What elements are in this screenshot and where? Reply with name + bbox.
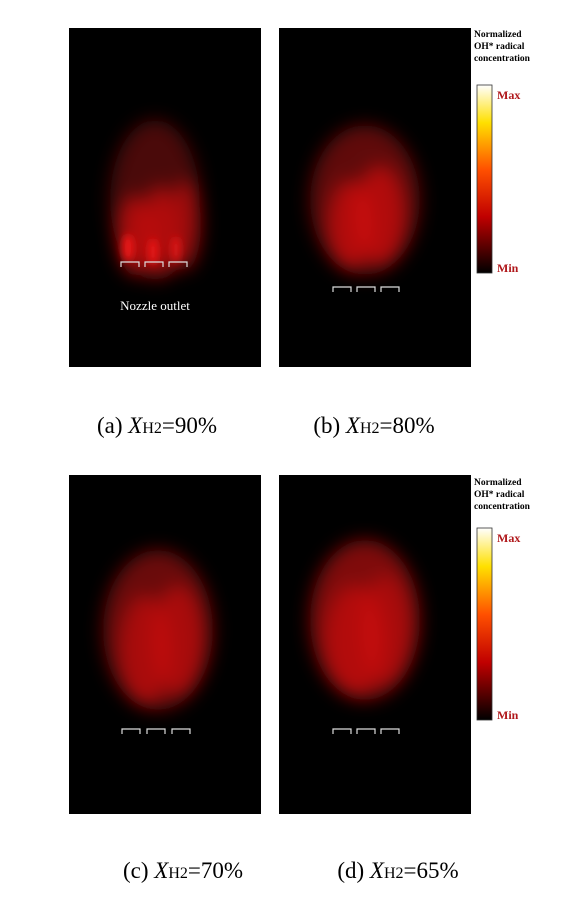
panel-b: [279, 28, 471, 367]
caption-label: (c): [123, 858, 149, 883]
panel-d: [279, 475, 471, 814]
colorbar-max: Max: [497, 531, 520, 545]
caption: (c) XH2=70%: [123, 858, 243, 883]
panel-a: Nozzle outlet: [69, 28, 261, 367]
colorbar: Normalized OH* radical concentration Max…: [474, 30, 531, 275]
caption: (a) XH2=90%: [97, 413, 217, 438]
colorbar-title: Normalized: [474, 478, 522, 488]
colorbar-min: Min: [497, 708, 519, 722]
colorbar: Normalized OH* radical concentration Max…: [474, 478, 531, 722]
annotation: Nozzle outlet: [120, 298, 190, 313]
caption-subscript: H2: [168, 865, 188, 882]
caption-symbol: X: [127, 413, 143, 438]
caption-value: =65%: [404, 858, 459, 883]
colorbar-max: Max: [497, 88, 520, 102]
colorbar-title: OH* radical: [474, 42, 525, 52]
caption-subscript: H2: [360, 420, 380, 437]
colorbar-min: Min: [497, 261, 519, 275]
caption-value: =80%: [380, 413, 435, 438]
caption-value: =70%: [188, 858, 243, 883]
caption-label: (b): [313, 413, 340, 438]
colorbar-title: concentration: [474, 54, 531, 64]
caption-symbol: X: [153, 858, 169, 883]
caption: (d) XH2=65%: [337, 858, 458, 883]
colorbar-title: concentration: [474, 502, 531, 512]
colorbar-title: Normalized: [474, 30, 522, 40]
caption-value: =90%: [162, 413, 217, 438]
caption-symbol: X: [345, 413, 361, 438]
caption: (b) XH2=80%: [313, 413, 434, 438]
caption-subscript: H2: [142, 420, 162, 437]
panel-c: [69, 475, 261, 814]
caption-symbol: X: [369, 858, 385, 883]
caption-subscript: H2: [384, 865, 404, 882]
colorbar-title: OH* radical: [474, 490, 525, 500]
caption-label: (d): [337, 858, 364, 883]
caption-label: (a): [97, 413, 123, 438]
